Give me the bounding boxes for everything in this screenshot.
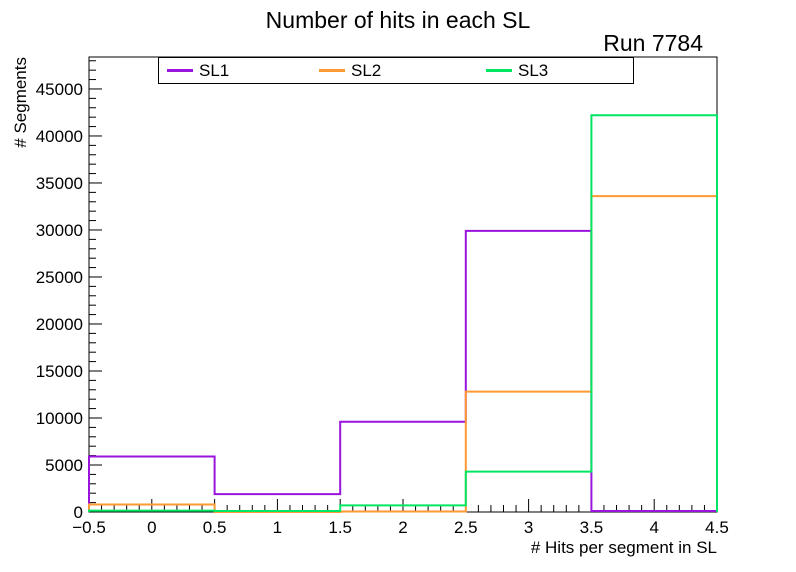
y-tick-label: 5000 [45, 456, 83, 475]
x-tick-label: 1.5 [328, 518, 352, 537]
y-tick-label: 40000 [36, 127, 83, 146]
legend-label-sl1: SL1 [199, 60, 230, 80]
x-tick-label: 4.5 [705, 518, 729, 537]
y-axis-title: # Segments [11, 57, 30, 148]
y-tick-label: 15000 [36, 362, 83, 381]
legend-entry-sl1: SL1 [167, 58, 229, 83]
legend-entry-sl3: SL3 [486, 58, 548, 83]
y-tick-label: 0 [74, 503, 83, 522]
legend-box: SL1 SL2 SL3 [158, 57, 634, 84]
x-tick-label: 2 [398, 518, 407, 537]
x-tick-label: 4 [649, 518, 658, 537]
x-tick-label: 3 [524, 518, 533, 537]
legend-label-sl2: SL2 [351, 60, 382, 80]
y-tick-label: 20000 [36, 315, 83, 334]
chart-title: Number of hits in each SL [265, 7, 531, 33]
legend-label-sl3: SL3 [518, 60, 549, 80]
x-tick-label: 1 [273, 518, 282, 537]
y-tick-label: 35000 [36, 174, 83, 193]
x-tick-label: 0.5 [203, 518, 227, 537]
y-tick-label: 10000 [36, 409, 83, 428]
x-tick-label: 0 [147, 518, 156, 537]
sl3-line-marker-icon [486, 69, 512, 72]
x-tick-label: 2.5 [454, 518, 478, 537]
x-tick-label: 3.5 [580, 518, 604, 537]
sl2-line-marker-icon [319, 69, 345, 72]
y-tick-label: 45000 [36, 80, 83, 99]
x-axis-title: # Hits per segment in SL [531, 538, 717, 557]
series-line-sl2 [88, 195, 718, 513]
y-tick-label: 25000 [36, 268, 83, 287]
plot-frame [88, 56, 718, 513]
y-tick-label: 30000 [36, 221, 83, 240]
x-tick-label: −0.5 [72, 518, 106, 537]
sl1-line-marker-icon [167, 69, 193, 72]
series-line-sl3 [88, 114, 718, 513]
run-number-label: Run 7784 [603, 30, 703, 56]
legend-entry-sl2: SL2 [319, 58, 381, 83]
series-line-sl1 [88, 229, 718, 513]
